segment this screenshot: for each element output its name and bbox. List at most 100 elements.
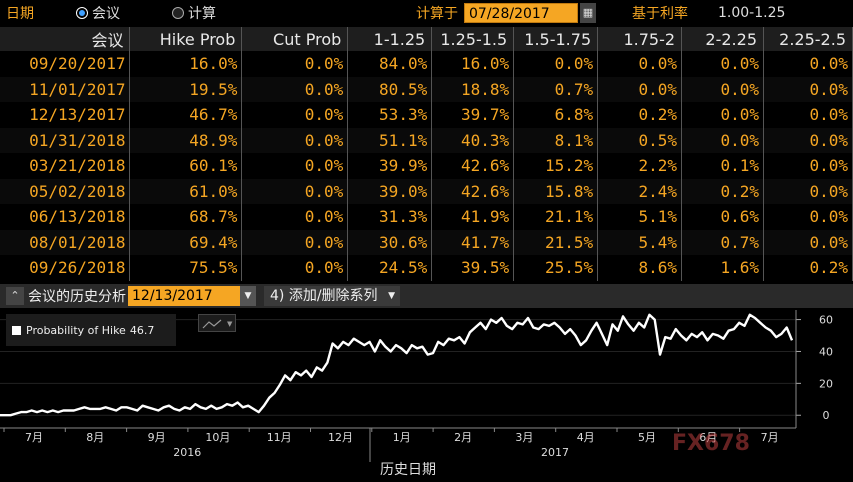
year-label: 2017 <box>541 446 569 459</box>
x-tick-label: 8月 <box>86 431 104 444</box>
calendar-icon[interactable]: ▦ <box>580 3 596 23</box>
table-cell: 0.0% <box>597 51 683 77</box>
table-row[interactable]: 11/01/2017 19.5% 0.0% 80.5% 18.8% 0.7% 0.0% 0.0… <box>0 76 853 102</box>
x-tick-label: 4月 <box>577 431 595 444</box>
table-cell: 16.0% <box>431 51 515 77</box>
table-cell: 60.1% <box>129 153 243 179</box>
meeting-date-cell: 09/26/2018 <box>0 255 131 281</box>
table-cell: 40.3% <box>431 127 515 153</box>
add-remove-series-button[interactable]: 4) 添加/删除系列 <box>264 286 384 306</box>
table-cell: 0.0% <box>513 51 599 77</box>
chart-svg: 0 20 40 60 7月 8月 9月 10月 11月 12月 1月 2月 3月 4月 5月 6月 7月 2016… <box>0 310 833 478</box>
table-cell: 51.1% <box>347 127 433 153</box>
table-cell: 39.0% <box>347 178 433 204</box>
watermark-logo: FX678 <box>672 431 750 456</box>
history-chart: 0 20 40 60 7月 8月 9月 10月 11月 12月 1月 2月 3月 4月 5月 6月 7月 2016… <box>0 308 853 482</box>
column-header[interactable]: 1.5-1.75 <box>513 27 599 51</box>
table-cell: 75.5% <box>129 255 243 281</box>
radio-meeting[interactable] <box>76 7 88 19</box>
series-dropdown-icon[interactable]: ▼ <box>383 286 400 306</box>
x-tick-label: 1月 <box>393 431 411 444</box>
table-cell: 21.5% <box>513 229 599 255</box>
meeting-date-cell: 09/20/2017 <box>0 51 131 77</box>
table-cell: 0.0% <box>241 127 349 153</box>
table-cell: 0.0% <box>681 76 764 102</box>
table-cell: 39.9% <box>347 153 433 179</box>
table-cell: 0.0% <box>241 178 349 204</box>
table-row[interactable]: 12/13/2017 46.7% 0.0% 53.3% 39.7% 6.8% 0.2% 0.0… <box>0 102 853 128</box>
table-cell: 19.5% <box>129 76 243 102</box>
table-cell: 68.7% <box>129 204 243 230</box>
table-cell: 15.2% <box>513 153 599 179</box>
radio-meeting-label[interactable]: 会议 <box>92 6 120 22</box>
column-header[interactable]: 1-1.25 <box>347 27 433 51</box>
table-cell: 0.0% <box>241 204 349 230</box>
table-cell: 0.0% <box>763 204 853 230</box>
table-cell: 0.0% <box>681 51 764 77</box>
radio-calc-label[interactable]: 计算 <box>188 6 216 22</box>
table-cell: 0.0% <box>681 102 764 128</box>
legend-swatch <box>12 325 21 335</box>
table-body: 09/20/2017 16.0% 0.0% 84.0% 16.0% 0.0% 0.0% 0.0… <box>0 51 853 281</box>
chevron-down-icon[interactable]: ▼ <box>240 286 256 306</box>
table-cell: 0.7% <box>681 229 764 255</box>
table-cell: 2.4% <box>597 178 683 204</box>
table-row[interactable]: 08/01/2018 69.4% 0.0% 30.6% 41.7% 21.5% 5.4% 0.… <box>0 229 853 255</box>
meeting-date-cell: 05/02/2018 <box>0 178 131 204</box>
x-tick-label: 3月 <box>515 431 533 444</box>
column-header[interactable]: 2-2.25 <box>681 27 764 51</box>
table-cell: 39.7% <box>431 102 515 128</box>
chart-type-icon[interactable]: ▼ <box>198 314 236 332</box>
meeting-date-cell: 08/01/2018 <box>0 229 131 255</box>
table-cell: 46.7% <box>129 102 243 128</box>
table-cell: 8.1% <box>513 127 599 153</box>
x-tick-label: 11月 <box>267 431 292 444</box>
x-tick-label: 7月 <box>25 431 43 444</box>
table-row[interactable]: 09/20/2017 16.0% 0.0% 84.0% 16.0% 0.0% 0.0% 0.0… <box>0 51 853 77</box>
table-row[interactable]: 01/31/2018 48.9% 0.0% 51.1% 40.3% 8.1% 0.5% 0.0… <box>0 127 853 153</box>
column-header[interactable]: Cut Prob <box>241 27 349 51</box>
y-tick-label: 0 <box>823 409 830 422</box>
meeting-date-field[interactable]: 12/13/2017 <box>128 286 240 306</box>
table-row[interactable]: 03/21/2018 60.1% 0.0% 39.9% 42.6% 15.2% 2.2% 0.… <box>0 153 853 179</box>
meeting-date-cell: 12/13/2017 <box>0 102 131 128</box>
table-cell: 30.6% <box>347 229 433 255</box>
x-tick-label: 6月 <box>699 431 717 444</box>
collapse-icon[interactable]: ⌃ <box>6 287 24 305</box>
calc-at-label: 计算于 <box>416 6 458 22</box>
column-header[interactable]: 2.25-2.5 <box>763 27 853 51</box>
calc-date-field[interactable]: 07/28/2017 <box>464 3 578 23</box>
table-cell: 0.2% <box>681 178 764 204</box>
meeting-date-cell: 03/21/2018 <box>0 153 131 179</box>
radio-calc[interactable] <box>172 7 184 19</box>
table-cell: 0.0% <box>241 255 349 281</box>
table-cell: 0.1% <box>681 153 764 179</box>
column-header[interactable]: Hike Prob <box>129 27 243 51</box>
table-cell: 0.0% <box>763 229 853 255</box>
table-header-row: 会议 Hike Prob Cut Prob 1-1.25 1.25-1.5 1.5-1.7… <box>0 27 853 51</box>
table-cell: 0.7% <box>513 76 599 102</box>
table-row[interactable]: 09/26/2018 75.5% 0.0% 24.5% 39.5% 25.5% 8.6% 1.… <box>0 255 853 281</box>
legend-label: Probability of Hike <box>26 323 126 337</box>
x-tick-label: 7月 <box>761 431 779 444</box>
table-row[interactable]: 05/02/2018 61.0% 0.0% 39.0% 42.6% 15.8% 2.4% 0.… <box>0 178 853 204</box>
table-cell: 0.0% <box>763 178 853 204</box>
toolbar: 日期 会议 计算 计算于 07/28/2017 ▦ 基于利率 1.00-1.25 <box>0 0 853 26</box>
table-cell: 0.0% <box>241 76 349 102</box>
table-cell: 0.0% <box>763 127 853 153</box>
table-cell: 42.6% <box>431 153 515 179</box>
table-cell: 0.0% <box>681 127 764 153</box>
column-header[interactable]: 1.75-2 <box>597 27 683 51</box>
table-cell: 5.4% <box>597 229 683 255</box>
chart-title: 会议的历史分析 <box>28 289 126 305</box>
x-tick-label: 10月 <box>205 431 230 444</box>
table-cell: 41.7% <box>431 229 515 255</box>
table-row[interactable]: 06/13/2018 68.7% 0.0% 31.3% 41.9% 21.1% 5.1% 0.… <box>0 204 853 230</box>
table-cell: 0.5% <box>597 127 683 153</box>
y-tick-label: 60 <box>819 314 833 327</box>
table-cell: 21.1% <box>513 204 599 230</box>
table-cell: 0.0% <box>597 76 683 102</box>
column-header[interactable]: 1.25-1.5 <box>431 27 515 51</box>
column-header[interactable]: 会议 <box>0 27 131 51</box>
chart-legend[interactable]: Probability of Hike 46.7 <box>6 314 176 346</box>
